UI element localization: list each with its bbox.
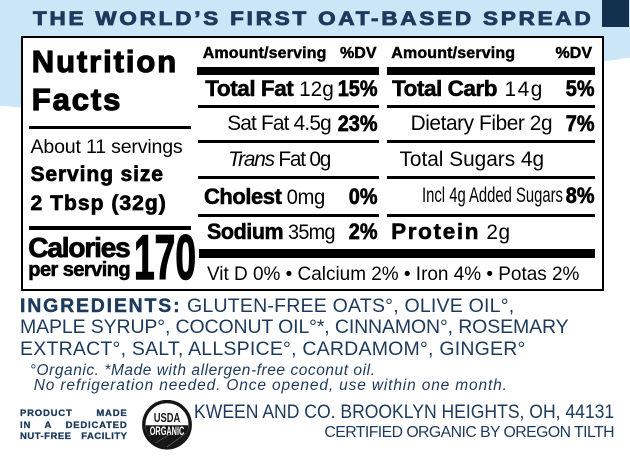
svg-text:ORGANIC: ORGANIC	[149, 426, 184, 438]
svg-text:USDA: USDA	[153, 411, 180, 425]
